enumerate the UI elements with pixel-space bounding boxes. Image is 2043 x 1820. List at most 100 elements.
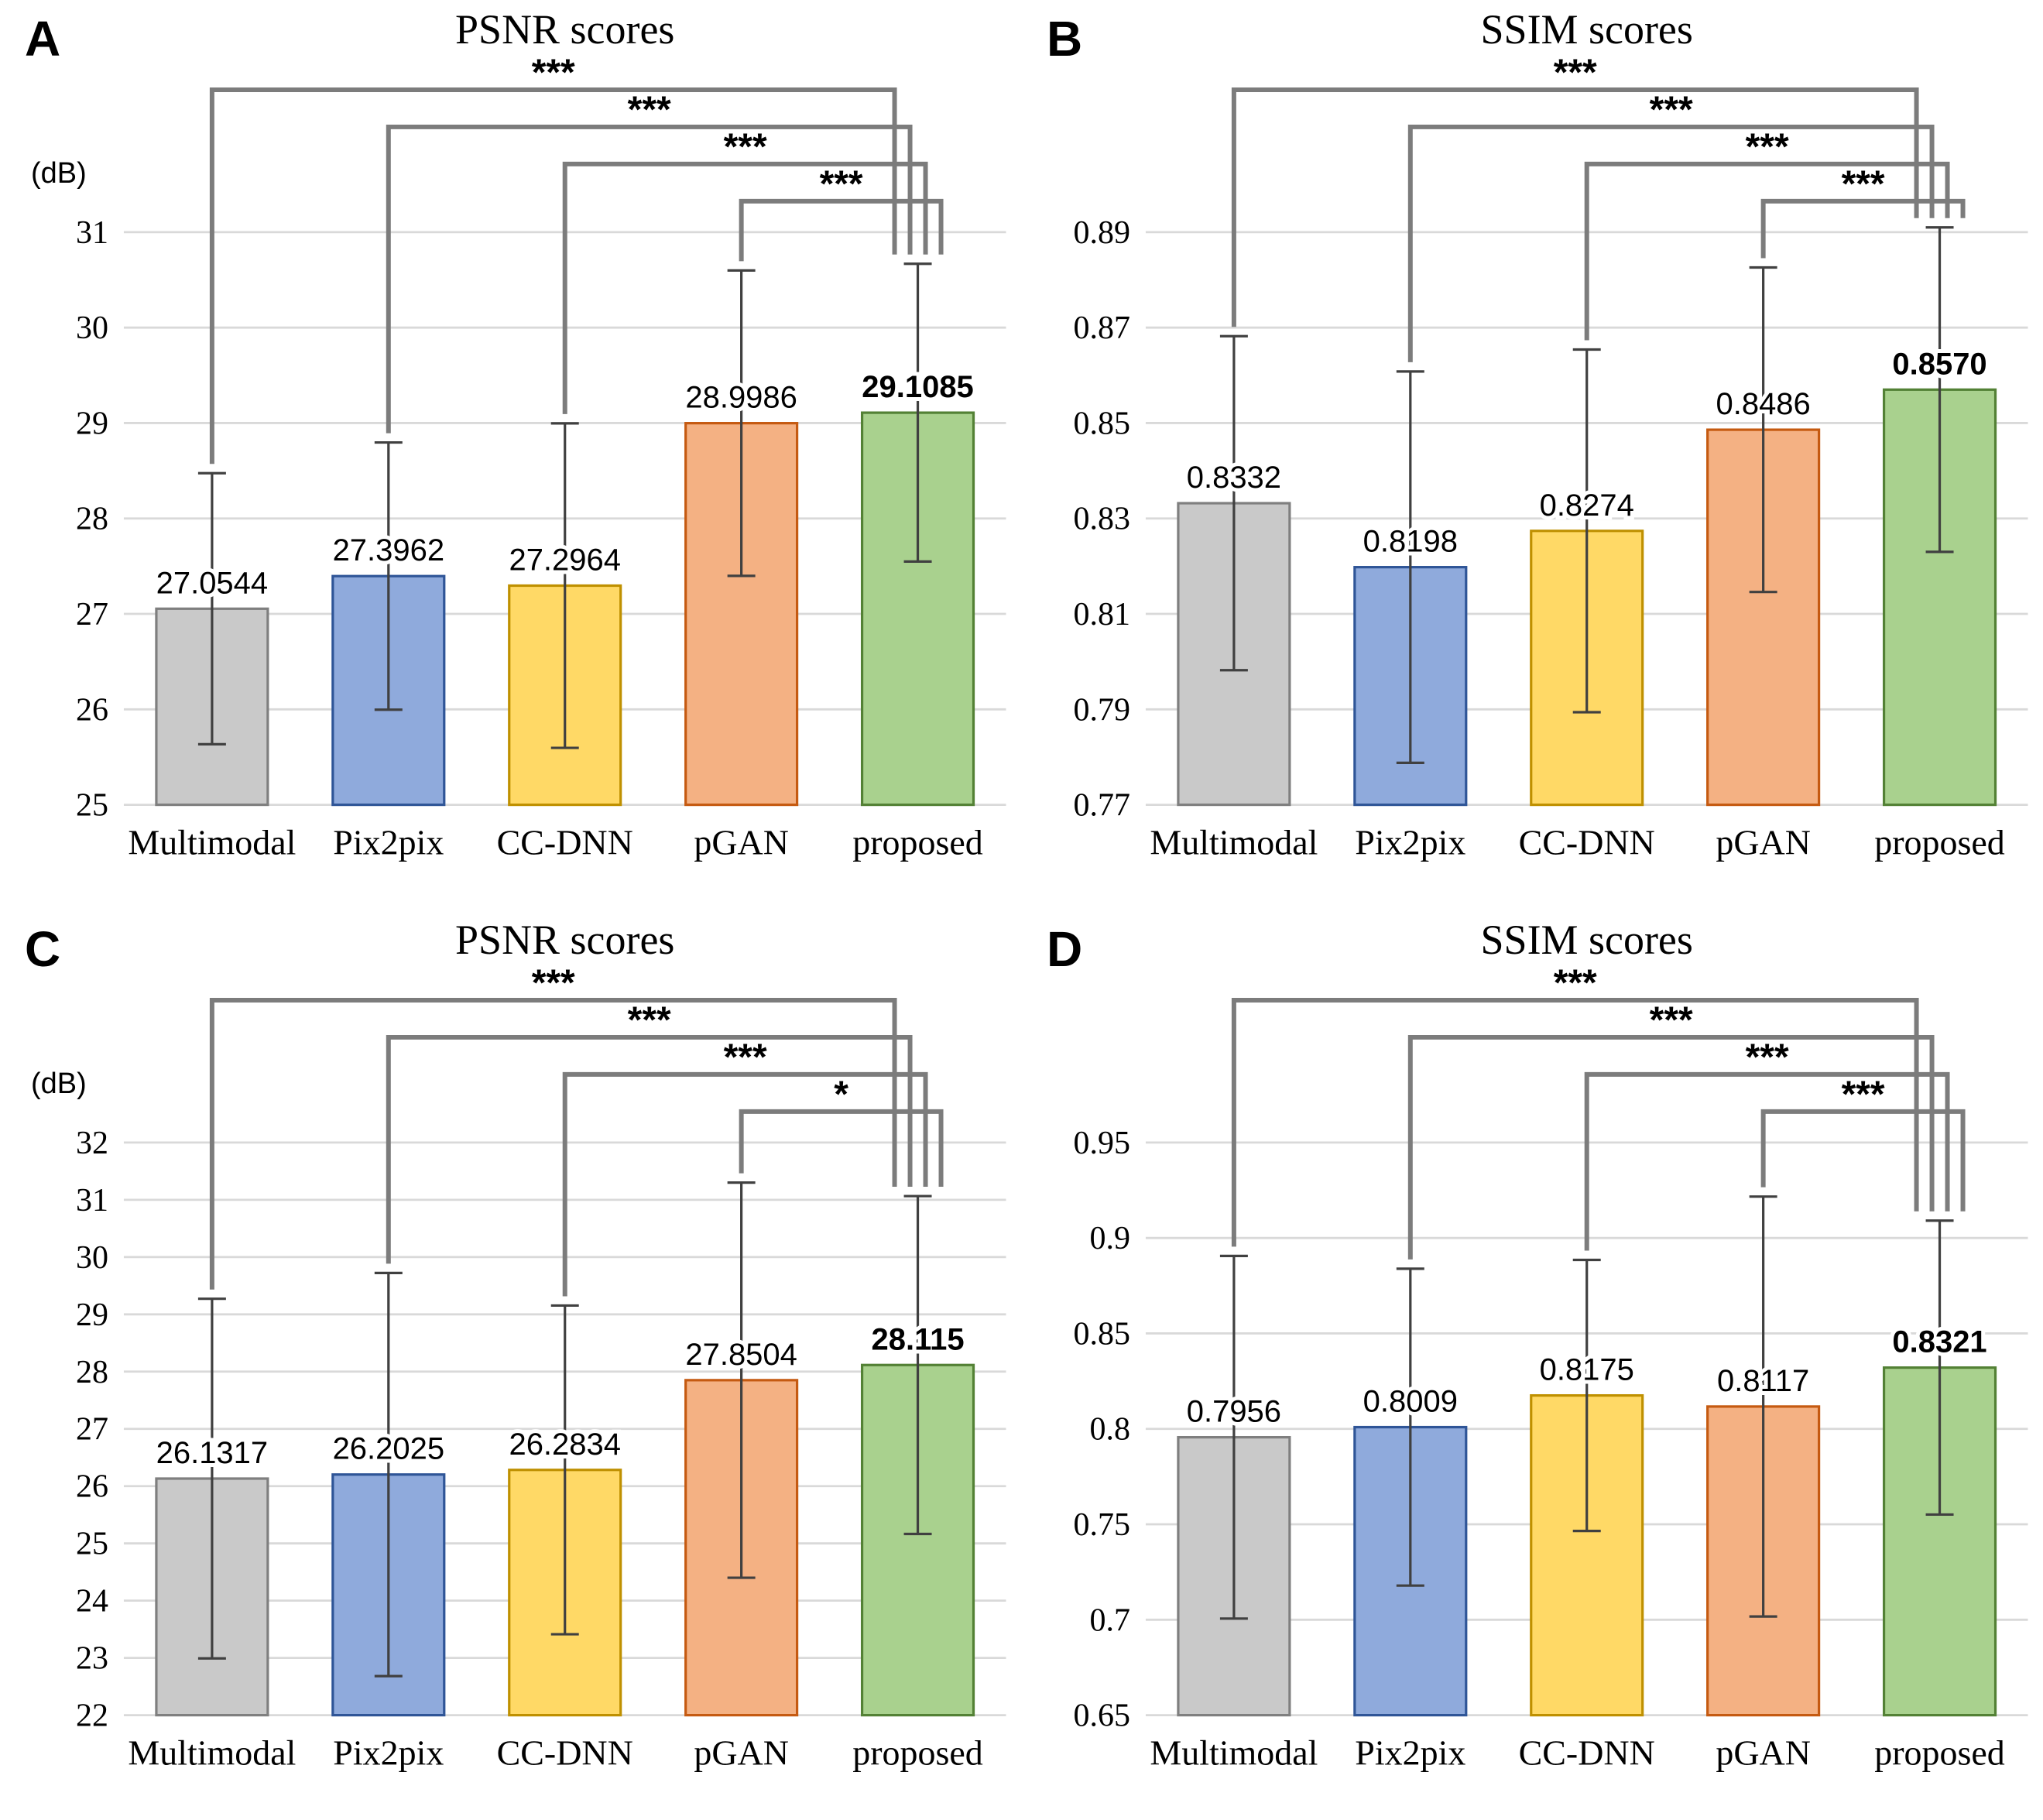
panel-a: 25 26 27 28 29 30 31 PSNR scores A (dB) 27.0544 27.…: [0, 0, 1022, 910]
significance-stars: ***: [724, 127, 767, 168]
y-tick-label: 0.81: [1073, 597, 1129, 632]
significance-bracket: [1584, 161, 1950, 341]
bar-value-label: 0.8198: [1363, 525, 1457, 559]
significance-stars: ***: [628, 999, 671, 1040]
y-tick-label: 26: [76, 692, 108, 728]
bar-value-label: 28.9986: [685, 381, 797, 415]
category-label: pGAN: [1716, 1733, 1811, 1772]
y-tick-label: 0.75: [1073, 1507, 1129, 1543]
y-tick-label: 27: [76, 597, 108, 632]
y-tick-label: 0.77: [1073, 788, 1129, 824]
bar-value-label: 0.8117: [1716, 1363, 1808, 1397]
bar-value-label: 0.8570: [1892, 347, 1986, 381]
significance-bracket: [209, 997, 897, 1290]
y-tick-label: 23: [76, 1640, 108, 1676]
significance-stars: ***: [1841, 1074, 1884, 1115]
y-axis-unit-label: (dB): [31, 157, 87, 190]
significance-stars: *: [834, 1074, 848, 1115]
psnr-bar-chart-a: 25 26 27 28 29 30 31 PSNR scores A (dB) 27.0544 27.…: [25, 6, 1006, 862]
y-tick-label: 22: [76, 1698, 108, 1733]
panel-letter: A: [25, 11, 60, 67]
significance-bracket: [1231, 87, 1919, 327]
category-label: Pix2pix: [1355, 1733, 1465, 1772]
bar-value-label: 0.8274: [1539, 488, 1633, 523]
significance-stars: ***: [1553, 963, 1596, 1004]
category-label: CC-DNN: [497, 823, 633, 862]
bar-value-label: 27.2964: [509, 543, 620, 577]
category-label: CC-DNN: [497, 1733, 633, 1772]
significance-bracket: [209, 87, 897, 464]
category-label: Pix2pix: [1355, 823, 1465, 862]
y-tick-label: 0.85: [1073, 1316, 1129, 1352]
significance-bracket: [562, 1071, 928, 1297]
y-tick-label: 0.8: [1089, 1411, 1129, 1447]
category-label: Multimodal: [128, 1733, 296, 1772]
significance-stars: ***: [820, 164, 863, 205]
y-tick-label: 29: [76, 406, 108, 441]
bar-value-label: 0.8321: [1892, 1325, 1986, 1359]
y-tick-label: 0.85: [1073, 406, 1129, 441]
chart-title: SSIM scores: [1480, 917, 1692, 963]
category-label: proposed: [1874, 1733, 2005, 1772]
y-tick-label: 28: [76, 502, 108, 537]
significance-stars: ***: [724, 1037, 767, 1078]
panel-c: 22 23 24 25 26 27 28 29 30 31 32 PSNR scores C (dB) 26…: [0, 910, 1022, 1820]
y-axis-unit-label: (dB): [31, 1067, 87, 1099]
significance-bracket: [562, 161, 928, 414]
category-label: proposed: [852, 823, 983, 862]
y-tick-label: 31: [76, 1182, 108, 1218]
significance-stars: ***: [1649, 999, 1692, 1040]
y-tick-label: 0.83: [1073, 502, 1129, 537]
y-tick-label: 0.89: [1073, 215, 1129, 251]
psnr-bar-chart-c: 22 23 24 25 26 27 28 29 30 31 32 PSNR scores C (dB) 26…: [25, 917, 1006, 1772]
significance-bracket: [1231, 997, 1919, 1246]
bar-value-label: 26.2025: [333, 1431, 444, 1465]
category-label: Pix2pix: [333, 823, 444, 862]
significance-stars: ***: [1649, 90, 1692, 131]
significance-bracket: [739, 1109, 944, 1187]
significance-stars: ***: [1553, 53, 1596, 94]
bar-value-label: 27.0544: [156, 566, 268, 600]
significance-bracket: [1760, 198, 1966, 259]
bar-value-label: 0.8332: [1186, 461, 1280, 495]
category-label: proposed: [1874, 823, 2005, 862]
panel-b: 0.77 0.79 0.81 0.83 0.85 0.87 0.89 SSIM scores B…: [1022, 0, 2043, 910]
significance-stars: ***: [1745, 127, 1788, 168]
bar-value-label: 0.8486: [1716, 387, 1810, 421]
y-tick-label: 0.87: [1073, 310, 1129, 346]
y-tick-label: 0.7: [1089, 1602, 1129, 1638]
significance-bracket: [1407, 124, 1935, 362]
y-tick-label: 25: [76, 788, 108, 824]
ssim-bar-chart-b: 0.77 0.79 0.81 0.83 0.85 0.87 0.89 SSIM scores B…: [1046, 6, 2028, 862]
category-label: CC-DNN: [1518, 823, 1654, 862]
panel-letter: C: [25, 921, 60, 977]
significance-stars: ***: [532, 963, 575, 1004]
ssim-bar-chart-d: 0.65 0.7 0.75 0.8 0.85 0.9 0.95 SSIM scores D 0.7…: [1046, 917, 2028, 1772]
significance-bracket: [1584, 1071, 1950, 1251]
y-tick-label: 25: [76, 1526, 108, 1561]
y-tick-label: 31: [76, 215, 108, 251]
y-tick-label: 24: [76, 1583, 108, 1619]
y-tick-label: 28: [76, 1354, 108, 1390]
y-tick-label: 30: [76, 1239, 108, 1275]
category-label: Pix2pix: [333, 1733, 444, 1772]
bar-value-label: 29.1085: [862, 370, 973, 404]
y-tick-label: 30: [76, 310, 108, 346]
significance-stars: ***: [1745, 1037, 1788, 1078]
category-label: pGAN: [694, 1733, 789, 1772]
bar-value-label: 27.3962: [333, 533, 444, 567]
category-label: CC-DNN: [1518, 1733, 1654, 1772]
panel-letter: B: [1046, 11, 1081, 67]
y-tick-label: 27: [76, 1411, 108, 1447]
y-tick-label: 0.79: [1073, 692, 1129, 728]
category-label: Multimodal: [128, 823, 296, 862]
chart-title: PSNR scores: [455, 6, 674, 53]
significance-bracket: [386, 124, 913, 434]
y-tick-label: 26: [76, 1469, 108, 1504]
panel-d: 0.65 0.7 0.75 0.8 0.85 0.9 0.95 SSIM scores D 0.7…: [1022, 910, 2043, 1820]
category-label: pGAN: [694, 823, 789, 862]
category-label: pGAN: [1716, 823, 1811, 862]
y-tick-label: 0.95: [1073, 1125, 1129, 1160]
bar-value-label: 0.8175: [1539, 1352, 1633, 1386]
